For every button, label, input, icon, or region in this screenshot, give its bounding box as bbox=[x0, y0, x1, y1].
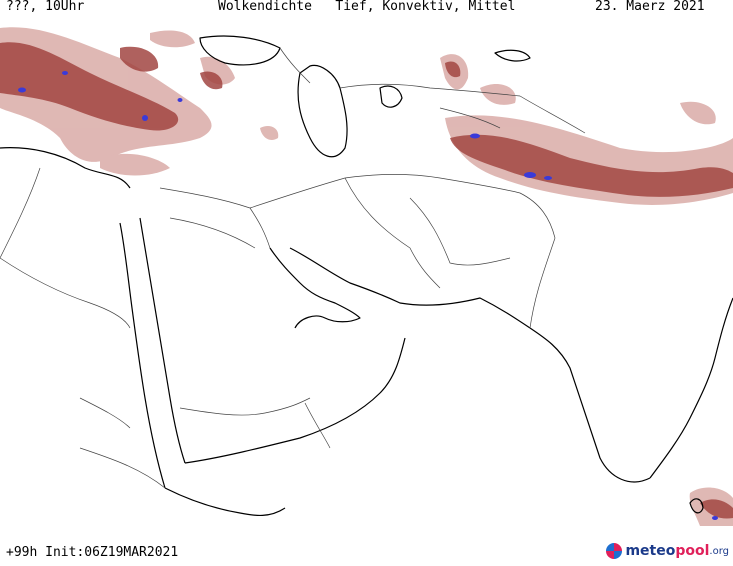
forecast-date: 23. Maerz 2021 bbox=[595, 0, 705, 14]
logo-text-meteo: meteo bbox=[625, 543, 676, 559]
coastlines bbox=[0, 35, 733, 516]
map-title: Wolkendichte Tief, Konvektiv, Mittel bbox=[218, 0, 516, 14]
logo-text-org: .org bbox=[709, 545, 729, 557]
model-init-label: +99h Init:06Z19MAR2021 bbox=[6, 545, 179, 560]
logo-text-pool: pool bbox=[675, 543, 710, 559]
cloud-dense-layer bbox=[0, 42, 733, 519]
country-borders bbox=[0, 47, 586, 489]
convective-spots bbox=[18, 71, 718, 520]
meteopool-logo[interactable]: meteo pool .org bbox=[606, 540, 729, 562]
weather-map bbox=[0, 18, 733, 526]
meteopool-logo-icon bbox=[606, 543, 623, 559]
forecast-hour-label: ???, 10Uhr bbox=[6, 0, 85, 14]
